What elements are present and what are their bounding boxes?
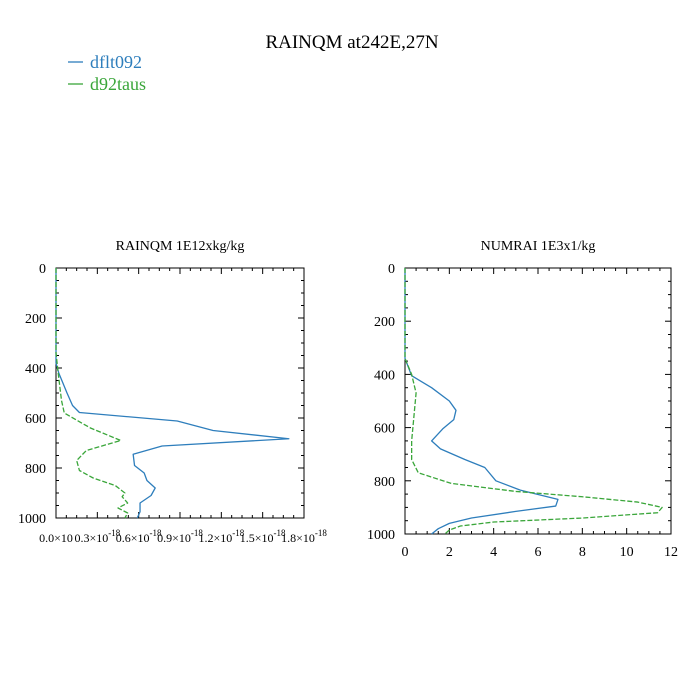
panel-numrai: NUMRAI 1E3x1/kg 0 200 400 600 800 1000 0 2 4 6 8 10 1… bbox=[367, 239, 678, 560]
chart-1-xtick-label-base: 8 bbox=[579, 545, 586, 560]
chart-0-xtick-label: 0.0×10 bbox=[39, 531, 73, 545]
chart-1-ytick-label: 800 bbox=[374, 475, 395, 490]
chart-0-xtick-label: 1.5×10-18 bbox=[240, 528, 286, 545]
chart-0-xtick-label-exponent: -18 bbox=[232, 528, 244, 538]
chart-0-xtick-label-base: 0.0×10 bbox=[39, 531, 73, 545]
chart-1-ytick-label: 400 bbox=[374, 368, 395, 383]
chart-0-xtick-label-base: 0.3×10 bbox=[74, 531, 108, 545]
chart-1-xtick-label: 4 bbox=[490, 545, 497, 560]
legend-entry-dflt092: dflt092 bbox=[68, 52, 142, 72]
chart-0-xtick-label-exponent: -18 bbox=[150, 528, 162, 538]
chart-1-xtick-label-base: 2 bbox=[446, 545, 453, 560]
chart-0-xtick-label: 0.6×10-18 bbox=[116, 528, 162, 545]
chart-0-ytick-label: 800 bbox=[25, 462, 46, 477]
chart-0-xtick-label-base: 1.5×10 bbox=[240, 531, 274, 545]
chart-0-xtick-label-exponent: -18 bbox=[274, 528, 286, 538]
chart-0-xtick-label: 1.2×10-18 bbox=[198, 528, 244, 545]
chart-0-xtick-label-base: 1.2×10 bbox=[198, 531, 232, 545]
chart-0-ytick-label: 400 bbox=[25, 362, 46, 377]
chart-1-title: NUMRAI 1E3x1/kg bbox=[481, 239, 596, 254]
chart-0-xtick-label: 0.3×10-18 bbox=[74, 528, 120, 545]
chart-0-xtick-label-exponent: -18 bbox=[191, 528, 203, 538]
figure-title: RAINQM at242E,27N bbox=[265, 32, 438, 53]
chart-0-ytick-label: 1000 bbox=[18, 512, 46, 527]
legend-label-dflt092: dflt092 bbox=[90, 52, 142, 72]
chart-0-xtick-label-base: 0.6×10 bbox=[116, 531, 150, 545]
chart-1-ytick-label: 200 bbox=[374, 315, 395, 330]
panel-rainqm: RAINQM 1E12xkg/kg 0 200 400 600 800 1000 0.0×10… bbox=[18, 239, 327, 545]
chart-0-ytick-label: 600 bbox=[25, 412, 46, 427]
chart-1-xtick-label: 2 bbox=[446, 545, 453, 560]
chart-1-xtick-label: 0 bbox=[402, 545, 409, 560]
chart-0-xtick-label-exponent: -18 bbox=[315, 528, 327, 538]
chart-0-title: RAINQM 1E12xkg/kg bbox=[116, 239, 245, 254]
chart-0-xtick-label: 0.9×10-18 bbox=[157, 528, 203, 545]
chart-0-xtick-label-base: 1.8×10 bbox=[281, 531, 315, 545]
legend-label-d92taus: d92taus bbox=[90, 74, 146, 94]
chart-0-series-dflt092 bbox=[55, 268, 290, 519]
chart-1-xtick-label: 6 bbox=[535, 545, 542, 560]
chart-1-xtick-label-base: 6 bbox=[535, 545, 542, 560]
chart-0-xtick-label-base: 0.9×10 bbox=[157, 531, 191, 545]
legend-entry-d92taus: d92taus bbox=[68, 74, 146, 94]
chart-1-ytick-label: 0 bbox=[388, 262, 395, 277]
chart-1-xtick-label: 8 bbox=[579, 545, 586, 560]
chart-1-ytick-label: 1000 bbox=[367, 528, 395, 543]
chart-1-xtick-label-base: 12 bbox=[664, 545, 678, 560]
chart-0-ytick-label: 0 bbox=[39, 262, 46, 277]
chart-0-xtick-label-exponent: -18 bbox=[108, 528, 120, 538]
chart-1-series-d92taus bbox=[404, 268, 663, 535]
chart-1-xtick-label-base: 10 bbox=[620, 545, 634, 560]
chart-1-xtick-label-base: 4 bbox=[490, 545, 497, 560]
chart-0-xtick-label: 1.8×10-18 bbox=[281, 528, 327, 545]
chart-1-series-dflt092 bbox=[404, 268, 559, 535]
chart-1-xtick-label-base: 0 bbox=[402, 545, 409, 560]
chart-1-ytick-label: 600 bbox=[374, 422, 395, 437]
chart-0-series-d92taus bbox=[55, 268, 129, 519]
chart-0-ytick-label: 200 bbox=[25, 312, 46, 327]
chart-1-xtick-label: 10 bbox=[620, 545, 634, 560]
chart-0-frame bbox=[55, 267, 305, 519]
chart-1-xtick-label: 12 bbox=[664, 545, 678, 560]
legend: dflt092 d92taus bbox=[68, 52, 146, 94]
